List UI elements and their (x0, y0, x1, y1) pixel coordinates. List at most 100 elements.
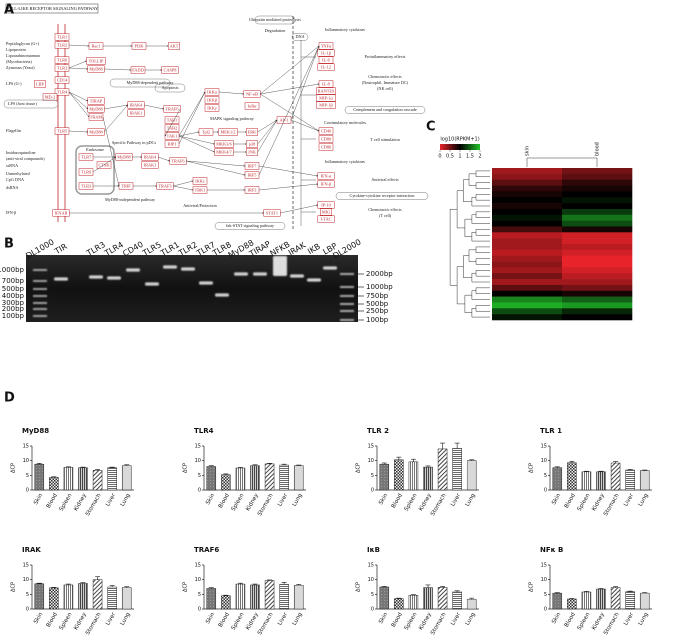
arrow (258, 165, 319, 177)
gene-label: LBP (36, 81, 44, 86)
y-tick-label: 15 (368, 563, 374, 569)
gene-box (317, 49, 335, 57)
gene-label: IκBα (248, 103, 257, 108)
pathway-text: LPS (host tissue) (8, 101, 37, 106)
x-tick-label: Skin (205, 492, 216, 506)
ladder-label: 2000bp (366, 270, 393, 278)
pathway-text: Inflammatory cytokines (325, 27, 365, 32)
dendro (475, 229, 490, 236)
x-tick-label: Skin (33, 492, 44, 506)
gene-label: TAB2 (167, 125, 177, 130)
arrow (257, 119, 278, 153)
heat-cell (492, 308, 563, 315)
band (126, 268, 140, 272)
y-tick-label: 15 (368, 444, 374, 450)
arrow (102, 116, 120, 187)
panel-c: skin blood log10(RPKM+1) 0 0.5 1 1.5 2 (438, 137, 633, 321)
x-tick-label: Skin (205, 611, 216, 625)
arrow (104, 104, 129, 110)
heat-cell (562, 244, 633, 251)
heat-cell (492, 168, 563, 175)
pathway-text: Endosome (86, 147, 104, 152)
x-tick-label: Liver (277, 492, 289, 507)
bar (581, 591, 592, 610)
dendro (475, 182, 490, 189)
y-tick-label: 0 (26, 488, 29, 494)
arrow (258, 183, 319, 191)
pathway-text: Chemotactic effects (368, 74, 402, 79)
oval (154, 83, 186, 93)
heat-cell (492, 185, 563, 192)
x-tick-label: Kidney (245, 492, 260, 512)
x-tick-label: Blood (218, 611, 231, 628)
y-tick-label: 10 (195, 458, 201, 464)
ladder-label: 250bp (366, 307, 389, 315)
y-axis-label: ΔCP (183, 582, 189, 592)
gene-label: TLR2 (57, 42, 67, 47)
y-tick-label: 5 (198, 592, 201, 598)
bar (567, 598, 577, 610)
bar (639, 592, 650, 610)
heat-cell (562, 273, 633, 280)
band (290, 274, 304, 278)
arrow (68, 91, 90, 118)
arrow (104, 68, 132, 71)
gene-box (141, 161, 159, 169)
pathway-text: T cell stimulation (370, 137, 400, 142)
bar (423, 466, 433, 491)
gene-label: AKT (170, 43, 179, 48)
bar (293, 584, 304, 610)
y-tick-label: 5 (544, 473, 547, 479)
heat-cell (562, 290, 633, 297)
bar (625, 591, 635, 610)
ladder-label: 400bp (2, 292, 25, 300)
gene-label: IRAK1 (130, 110, 143, 115)
x-tick-label: Kidney (73, 492, 88, 512)
bar (466, 460, 477, 491)
gene-box (42, 93, 58, 101)
gene-label: TLR7 (81, 154, 92, 159)
arrow (260, 83, 320, 95)
heat-cell (562, 249, 633, 256)
x-tick-label: Lung (465, 611, 477, 626)
y-tick-label: 0 (544, 488, 547, 494)
bar (423, 587, 433, 610)
gene-box (317, 63, 335, 71)
ladder-label: 200bp (2, 305, 25, 313)
x-tick-label: Spleen (231, 492, 246, 512)
gene-label: CD86 (321, 144, 332, 149)
gene-label: CD14 (57, 77, 68, 82)
oval (335, 192, 429, 200)
gene-label: TIRAP (90, 98, 103, 103)
pathway-title: TOLL-LIKE RECEPTOR SIGNALING PATHWAY (6, 6, 99, 11)
y-tick-label: 0 (26, 607, 29, 613)
x-tick-label: Spleen (59, 492, 74, 512)
bar (437, 587, 448, 610)
endosome (75, 145, 115, 195)
bar (49, 477, 59, 491)
bar (639, 470, 650, 491)
gene-label: MKK4/7 (216, 149, 232, 154)
band (145, 282, 159, 286)
bar (379, 463, 390, 491)
arrow (178, 135, 215, 145)
gel (26, 255, 358, 322)
heat-cell (492, 220, 563, 227)
arrow (68, 44, 90, 47)
legend-tick-label: 0.5 (446, 154, 454, 160)
x-tick-label: Liver (277, 611, 289, 626)
gene-label: IFN-α (321, 173, 332, 178)
band (307, 278, 321, 282)
ladder-band (33, 302, 47, 304)
bar (63, 467, 74, 491)
gene-label: IRF3 (248, 187, 257, 192)
pathway-text: Antiviral effects (371, 177, 399, 182)
gene-label: Rac1 (92, 43, 101, 48)
heat-cell (492, 314, 563, 321)
pathway-text: Imidazoquinoline (6, 150, 36, 155)
x-tick-label: Skin (378, 611, 389, 625)
ladder-label: 300bp (2, 299, 25, 307)
dendro (471, 232, 490, 242)
bar (235, 583, 246, 610)
